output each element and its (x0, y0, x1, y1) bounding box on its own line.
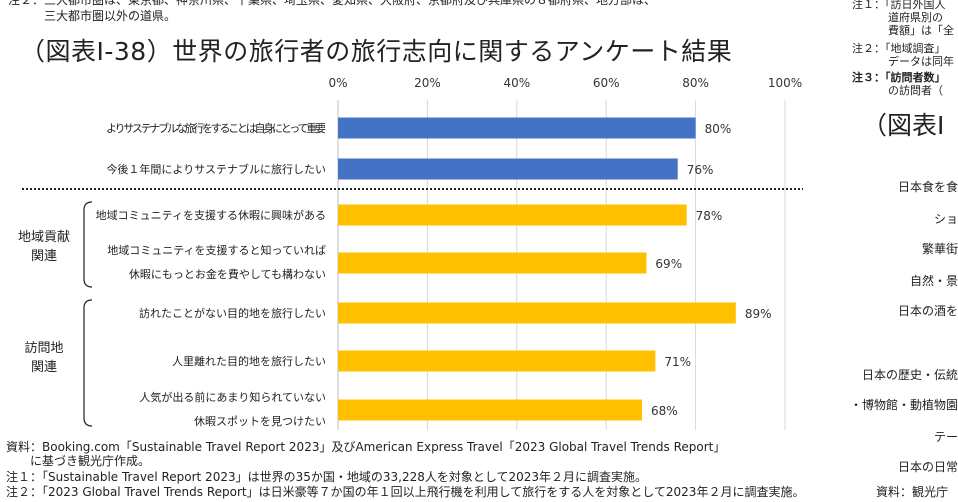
x-tick-label: 60% (593, 76, 620, 90)
right-cat-7: テー (933, 430, 958, 444)
note-top: 注２：三大都市圏は、東京都、神奈川県、千葉県、埼玉県、愛知県、大阪府、京都府及び… (8, 0, 657, 23)
group-bracket (83, 299, 93, 427)
bar (338, 158, 678, 180)
bar (338, 252, 647, 274)
data-label: 68% (651, 404, 678, 418)
data-label: 78% (696, 209, 723, 223)
right-note-1c: 費額」は「全 (888, 24, 954, 37)
page-title: （図表Ⅰ-38）世界の旅行者の旅行志向に関するアンケート結果 (20, 37, 733, 66)
data-label: 76% (687, 163, 714, 177)
group-bracket (83, 201, 93, 288)
x-tick-label: 0% (328, 76, 347, 90)
right-cat-8: 日本の日常 (897, 460, 958, 474)
right-note-3: 注３：「訪問者数」 (852, 71, 946, 84)
right-source: 資料：観光庁 (876, 485, 949, 499)
source-note: 資料：Booking.com「Sustainable Travel Report… (6, 440, 726, 468)
bar (338, 399, 642, 421)
x-tick-label: 40% (503, 76, 530, 90)
right-cat-0: 日本食を食 (897, 180, 958, 194)
bar (338, 117, 696, 139)
category-label: 人気が出る前にあまり知られていない (139, 390, 326, 404)
category-label: 今後１年間によりサステナブルに旅行したい (106, 162, 326, 176)
bar (338, 302, 736, 324)
data-label: 71% (664, 355, 691, 369)
right-panel: 注１：「訪日外国人 道府県別の 費額」は「全 注２：「地域調査」 データは同年 … (852, 0, 958, 502)
right-cat-6: 美術館・博物館・動植物園 (852, 398, 958, 412)
note-1: 注１：「Sustainable Travel Report 2023」は世界の3… (6, 470, 648, 484)
group-label: 関連 (31, 249, 57, 264)
right-cat-3: 自然・景 (909, 274, 958, 288)
group-label: 訪問地 (24, 340, 63, 356)
category-label: 休暇にもっとお金を費やしても構わない (129, 267, 326, 281)
x-tick-label: 100% (768, 76, 802, 90)
data-label: 69% (655, 257, 682, 271)
data-label: 80% (705, 122, 732, 136)
right-note-3b: の訪問者（ (888, 84, 943, 97)
category-label: よりサステナブルな旅行をすることは自身にとって重要 (106, 121, 326, 135)
right-cat-2: 繁華街 (921, 242, 958, 256)
bar (338, 350, 656, 372)
right-note-1: 注１：「訪日外国人 (852, 0, 946, 11)
category-label: 訪れたことがない目的地を旅行したい (139, 306, 326, 320)
category-label: 人里離れた目的地を旅行したい (172, 354, 326, 368)
x-tick-label: 80% (682, 76, 709, 90)
right-cat-4: 日本の酒を (897, 304, 958, 318)
data-label: 89% (745, 307, 772, 321)
right-note-2b: データは同年 (888, 55, 954, 68)
x-tick-label: 20% (414, 76, 441, 90)
right-title: （図表Ⅰ (862, 111, 945, 140)
category-label: 地域コミュニティを支援する休暇に興味がある (96, 208, 326, 222)
right-cat-1: ショ (933, 212, 958, 226)
right-cat-5: 日本の歴史・伝統 (861, 368, 958, 382)
bar (338, 204, 687, 226)
note-2: 注２：「2023 Global Travel Trends Report」は日米… (6, 485, 805, 499)
right-note-2: 注２：「地域調査」 (852, 42, 946, 55)
group-label: 関連 (31, 360, 57, 375)
category-label: 地域コミュニティを支援すると知っていれば (107, 243, 326, 257)
right-note-1b: 道府県別の (888, 11, 943, 24)
group-label: 地域貢献 (18, 230, 70, 245)
category-label: 休暇スポットを見つけたい (194, 415, 326, 428)
